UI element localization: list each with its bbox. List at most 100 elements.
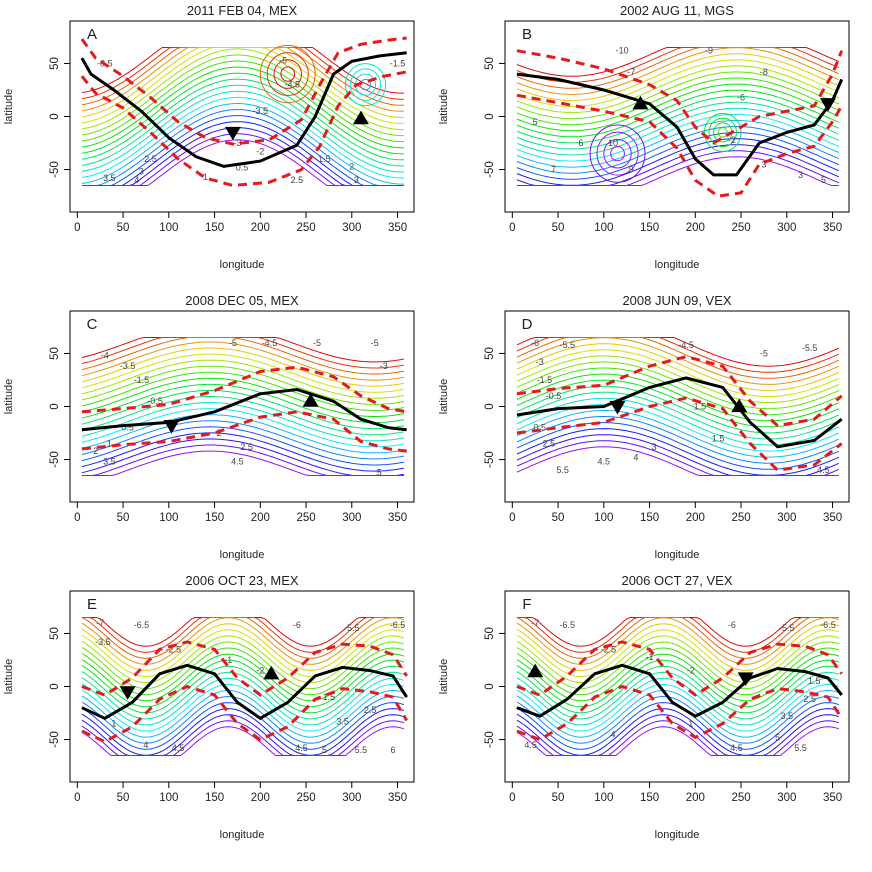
- x-tick-label: 250: [296, 792, 315, 804]
- contour-label: -3: [536, 357, 544, 367]
- contour-line: [81, 121, 404, 186]
- contour-label: -1: [224, 655, 232, 665]
- y-axis-label: latitude: [3, 659, 15, 694]
- vortex-contour: [596, 131, 639, 176]
- contour-label: 1.5: [318, 154, 331, 164]
- contour-label: 4: [134, 175, 139, 185]
- x-tick-label: 150: [640, 792, 659, 804]
- contour-line: [516, 71, 840, 120]
- contour-line: [516, 641, 840, 690]
- contour-label: -1.5: [134, 375, 150, 385]
- contour-line: [516, 397, 840, 446]
- contour-line: [81, 72, 404, 155]
- x-tick-label: 200: [251, 222, 270, 234]
- contour-label: -6.5: [390, 620, 406, 630]
- neutral-line: [80, 51, 407, 168]
- x-tick-label: 350: [823, 222, 842, 234]
- contour-line: [81, 641, 405, 690]
- contour-label: 0.5: [121, 423, 134, 433]
- contour-line: [516, 409, 840, 458]
- contour-line: [516, 65, 840, 114]
- panel-a: -5-4.5-3.5-3-20.512.533.5 4-0.51.522.5 3-1…: [3, 3, 415, 271]
- contour-label: -6: [737, 92, 745, 102]
- contour-label: 1: [107, 439, 112, 449]
- contour-line: [81, 365, 404, 405]
- contour-label: 2: [349, 161, 354, 171]
- band-upper-line: [516, 640, 843, 697]
- contour-label: 2.5: [144, 154, 157, 164]
- y-tick-label: 0: [484, 113, 496, 119]
- contour-label: -5.5: [779, 623, 795, 633]
- contour-line: [516, 635, 840, 683]
- contour-label: -2: [728, 135, 736, 145]
- contour-line: [81, 683, 405, 732]
- contour-label: -6.5: [559, 620, 575, 630]
- contour-line: [516, 53, 840, 101]
- contour-line: [516, 671, 840, 720]
- x-tick-label: 250: [296, 512, 315, 524]
- contour-label: -6.5: [820, 620, 836, 630]
- vortex-contour: [708, 117, 737, 148]
- contour-line: [516, 659, 840, 708]
- panel-letter: E: [87, 596, 97, 613]
- contour-line: [81, 623, 405, 671]
- contour-label: 1.5: [808, 676, 821, 686]
- contour-label: 5: [322, 745, 327, 755]
- contour-line: [516, 59, 840, 108]
- contour-label: 7: [551, 165, 556, 175]
- x-tick-label: 250: [296, 222, 315, 234]
- x-tick-label: 200: [686, 222, 705, 234]
- contour-label: 1: [688, 719, 693, 729]
- panel-e: -7 -6.5 -6 -6.5 -5.5 -3.5 -2.5 -1 -2 1 4 4.5 4.5 5 5.5…: [3, 573, 415, 841]
- vortex-contour: [266, 52, 309, 97]
- contour-label: -7: [627, 67, 635, 77]
- y-tick-label: 0: [484, 403, 496, 409]
- contour-label: -2: [687, 666, 695, 676]
- contour-line: [516, 617, 840, 665]
- band-lower-line: [81, 684, 408, 744]
- contour-line: [516, 355, 840, 404]
- contour-label: 4.5: [817, 465, 830, 475]
- contour-line: [516, 361, 840, 410]
- contour-label: -1: [646, 652, 654, 662]
- contour-line: [516, 132, 840, 180]
- contour-label: -2: [256, 147, 264, 157]
- contour-line: [81, 103, 404, 185]
- x-tick-label: 300: [342, 222, 361, 234]
- contour-line: [81, 695, 405, 744]
- contour-label: 4.5: [231, 457, 244, 467]
- contour-line: [81, 90, 404, 173]
- contour-label: -3: [233, 138, 241, 148]
- contour-label: 2: [217, 428, 222, 438]
- contour-label: -5.5: [559, 340, 575, 350]
- contour-line: [81, 109, 404, 186]
- x-tick-label: 100: [159, 792, 178, 804]
- y-tick-label: 50: [484, 347, 496, 360]
- neutral-line: [516, 72, 844, 177]
- x-tick-label: 350: [823, 512, 842, 524]
- contour-label: 3: [652, 442, 657, 452]
- contour-label: 3: [354, 175, 359, 185]
- panel-title: 2008 JUN 09, VEX: [622, 293, 731, 308]
- contour-label: -5: [371, 338, 379, 348]
- panel-letter: F: [522, 596, 531, 613]
- x-tick-label: 300: [777, 512, 796, 524]
- triangle-up-marker: [302, 393, 319, 407]
- x-tick-label: 100: [159, 222, 178, 234]
- contour-line: [81, 337, 404, 369]
- contour-line: [516, 83, 840, 132]
- contour-label: -7: [96, 618, 104, 628]
- contour-line: [516, 683, 840, 732]
- contour-line: [516, 391, 840, 440]
- plot-area: -10 -9 -8 -7 -6 5 6 7 9 10 -2 3 3 5: [516, 46, 844, 198]
- contour-line: [81, 708, 405, 756]
- y-tick-label: -50: [484, 451, 496, 468]
- y-axis-label: latitude: [3, 379, 15, 414]
- contour-label: 3.5: [781, 711, 794, 721]
- contour-label: 0.5: [534, 423, 547, 433]
- vortex-contour: [349, 68, 382, 101]
- vortex-contour: [589, 124, 646, 183]
- contour-label: -6.5: [134, 620, 150, 630]
